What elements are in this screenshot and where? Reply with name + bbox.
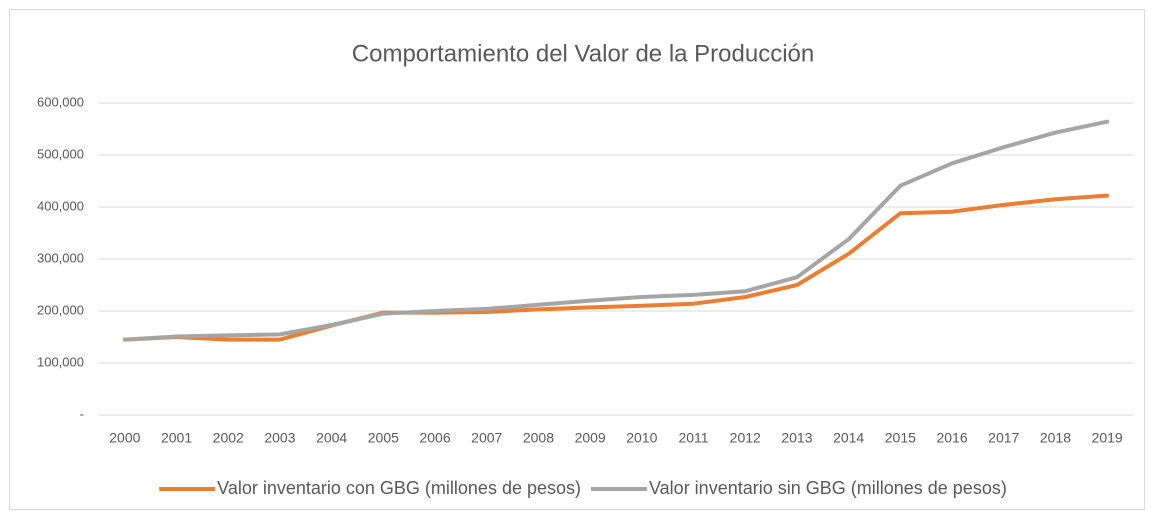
y-tick-label: 200,000 — [37, 302, 84, 317]
y-tick-label: 400,000 — [37, 198, 84, 213]
x-tick-label: 2001 — [161, 430, 192, 446]
line-series — [122, 119, 1110, 342]
x-tick-label: 2013 — [781, 430, 812, 446]
x-tick-label: 2000 — [109, 430, 140, 446]
line-series — [122, 193, 1110, 342]
y-tick-label: 100,000 — [37, 354, 84, 369]
x-tick-label: 2012 — [730, 430, 761, 446]
x-tick-label: 2008 — [523, 430, 554, 446]
x-tick-label: 2019 — [1092, 430, 1123, 446]
x-tick-label: 2002 — [213, 430, 244, 446]
x-tick-label: 2014 — [833, 430, 864, 446]
x-tick-label: 2004 — [316, 430, 347, 446]
x-tick-label: 2003 — [264, 430, 295, 446]
legend-label: Valor inventario sin GBG (millones de pe… — [649, 478, 1007, 498]
chart-title: Comportamiento del Valor de la Producció… — [352, 40, 814, 67]
x-tick-label: 2015 — [885, 430, 916, 446]
x-tick-label: 2011 — [678, 430, 708, 446]
x-tick-label: 2005 — [368, 430, 399, 446]
x-tick-label: 2017 — [988, 430, 1019, 446]
x-tick-label: 2018 — [1040, 430, 1071, 446]
y-tick-label: - — [80, 406, 84, 421]
x-tick-label: 2010 — [626, 430, 657, 446]
y-tick-label: 600,000 — [37, 94, 84, 109]
x-tick-label: 2009 — [575, 430, 606, 446]
y-tick-label: 500,000 — [37, 146, 84, 161]
y-tick-label: 300,000 — [37, 250, 84, 265]
x-tick-label: 2016 — [936, 430, 967, 446]
x-tick-label: 2006 — [419, 430, 450, 446]
legend-label: Valor inventario con GBG (millones de pe… — [217, 478, 581, 498]
x-tick-label: 2007 — [471, 430, 502, 446]
